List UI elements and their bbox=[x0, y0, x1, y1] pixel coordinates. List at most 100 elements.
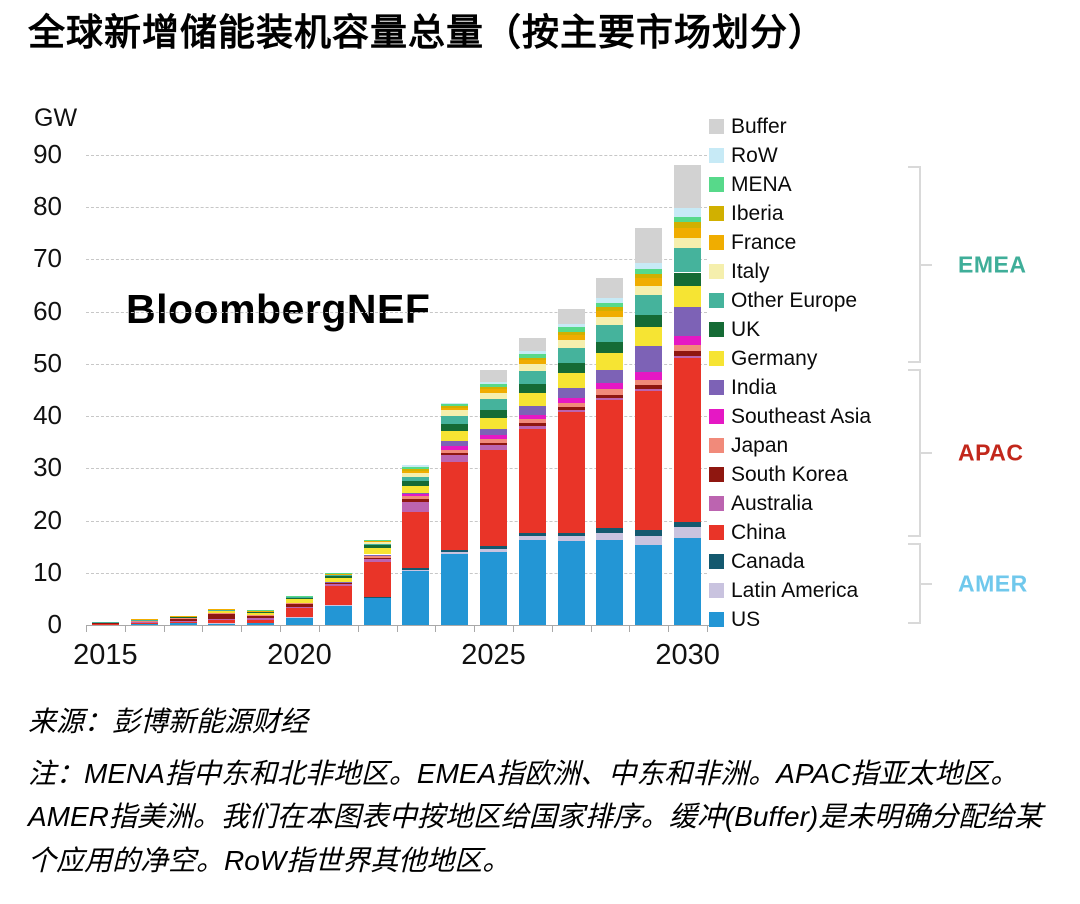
chart-title: 全球新增储能装机容量总量（按主要市场划分） bbox=[28, 12, 826, 53]
bar-2018-china bbox=[208, 620, 236, 624]
bar-2027-uk bbox=[557, 362, 585, 373]
bar-2030-uk bbox=[674, 272, 702, 286]
bar-2030-latin-america bbox=[674, 527, 702, 539]
bar-2018-australia bbox=[208, 619, 236, 621]
x-axis-tick bbox=[668, 626, 670, 632]
bar-2030-south-korea bbox=[674, 351, 702, 356]
bar-2023-row bbox=[402, 465, 430, 467]
legend-label-southeast-asia: Southeast Asia bbox=[731, 404, 872, 428]
legend-swatch-other-europe bbox=[709, 293, 724, 308]
bar-2021-latin-america bbox=[324, 604, 352, 606]
bar-2021-us bbox=[324, 605, 352, 625]
legend-item-row: RoW bbox=[709, 141, 778, 170]
x-axis-tick bbox=[280, 626, 282, 632]
bar-2027-south-korea bbox=[557, 407, 585, 410]
legend-swatch-iberia bbox=[709, 206, 724, 221]
y-axis-tick-70: 70 bbox=[33, 243, 62, 274]
bar-2024-france bbox=[441, 407, 469, 411]
bar-2018-us bbox=[208, 623, 236, 625]
bar-2026-iberia bbox=[518, 357, 546, 361]
bar-2017-uk bbox=[169, 616, 197, 618]
x-axis-tick bbox=[551, 626, 553, 632]
legend-swatch-germany bbox=[709, 351, 724, 366]
region-label-apac: APAC bbox=[958, 439, 1024, 466]
bar-2030-buffer bbox=[674, 165, 702, 209]
bar-2019-uk bbox=[247, 611, 275, 613]
bar-2021-france bbox=[324, 573, 352, 575]
source-text: 来源：彭博新能源财经 bbox=[28, 706, 309, 737]
bar-2029-iberia bbox=[635, 274, 663, 279]
x-axis-line bbox=[86, 625, 713, 626]
bar-2027-japan bbox=[557, 403, 585, 408]
bar-2024-south-korea bbox=[441, 452, 469, 456]
bar-2020-japan bbox=[285, 602, 313, 604]
bar-2023-latin-america bbox=[402, 569, 430, 571]
legend-item-buffer: Buffer bbox=[709, 112, 787, 141]
bar-2028-china bbox=[596, 399, 624, 529]
bar-2023-iberia bbox=[402, 469, 430, 471]
bar-2028-mena bbox=[596, 302, 624, 307]
y-axis-tick-50: 50 bbox=[33, 347, 62, 378]
bar-2028-canada bbox=[596, 528, 624, 534]
legend-item-other-europe: Other Europe bbox=[709, 286, 857, 315]
bar-2025-india bbox=[480, 428, 508, 436]
bar-2029-southeast-asia bbox=[635, 371, 663, 380]
bar-2023-south-korea bbox=[402, 499, 430, 502]
x-axis-label-2025: 2025 bbox=[461, 639, 526, 671]
bar-2026-italy bbox=[518, 364, 546, 372]
bar-2025-us bbox=[480, 551, 508, 625]
bracket-midtick-emea bbox=[921, 263, 932, 266]
bar-2030-australia bbox=[674, 355, 702, 358]
bar-2022-south-korea bbox=[363, 557, 391, 559]
x-axis-tick bbox=[435, 626, 437, 632]
legend-swatch-canada bbox=[709, 554, 724, 569]
bar-2028-iberia bbox=[596, 306, 624, 311]
gridline-70 bbox=[86, 259, 707, 261]
bar-2030-canada bbox=[674, 521, 702, 528]
bar-2026-japan bbox=[518, 418, 546, 423]
legend-swatch-china bbox=[709, 525, 724, 540]
gridline-40 bbox=[86, 416, 707, 418]
legend-label-uk: UK bbox=[731, 317, 761, 341]
bar-2027-india bbox=[557, 387, 585, 398]
bar-2029-canada bbox=[635, 530, 663, 537]
bar-2029-italy bbox=[635, 286, 663, 296]
x-axis-tick bbox=[241, 626, 243, 632]
gridline-30 bbox=[86, 468, 707, 470]
bar-2030-row bbox=[674, 208, 702, 218]
bar-2015-us bbox=[91, 624, 119, 625]
bar-2018-japan bbox=[208, 612, 236, 614]
bloombergnef-watermark: BloombergNEF bbox=[126, 286, 431, 332]
bar-2028-australia bbox=[596, 397, 624, 400]
bar-2024-row bbox=[441, 403, 469, 405]
bar-2029-other-europe bbox=[635, 295, 663, 316]
bar-2029-uk bbox=[635, 315, 663, 327]
bar-2022-iberia bbox=[363, 540, 391, 541]
legend-item-germany: Germany bbox=[709, 344, 817, 373]
bar-2017-germany bbox=[169, 617, 197, 619]
bar-2021-china bbox=[324, 585, 352, 605]
x-axis-tick bbox=[357, 626, 359, 632]
bar-2019-us bbox=[247, 622, 275, 625]
bar-2028-south-korea bbox=[596, 394, 624, 398]
bar-2023-france bbox=[402, 470, 430, 474]
bar-2027-canada bbox=[557, 532, 585, 537]
bar-2030-southeast-asia bbox=[674, 335, 702, 345]
bar-2017-australia bbox=[169, 621, 197, 622]
bar-2029-row bbox=[635, 262, 663, 270]
legend-label-china: China bbox=[731, 520, 786, 544]
bar-2022-japan bbox=[363, 556, 391, 558]
legend-label-south-korea: South Korea bbox=[731, 462, 848, 486]
legend-item-southeast-asia: Southeast Asia bbox=[709, 402, 871, 431]
gridline-10 bbox=[86, 572, 707, 574]
gridline-20 bbox=[86, 520, 707, 522]
bar-2029-us bbox=[635, 545, 663, 625]
bar-2028-india bbox=[596, 369, 624, 384]
bar-2022-canada bbox=[363, 596, 391, 598]
bar-2022-india bbox=[363, 554, 391, 556]
bar-2026-other-europe bbox=[518, 371, 546, 385]
bar-2025-france bbox=[480, 389, 508, 394]
legend-swatch-france bbox=[709, 235, 724, 250]
x-axis-label-2020: 2020 bbox=[267, 639, 332, 671]
bar-2025-uk bbox=[480, 410, 508, 419]
